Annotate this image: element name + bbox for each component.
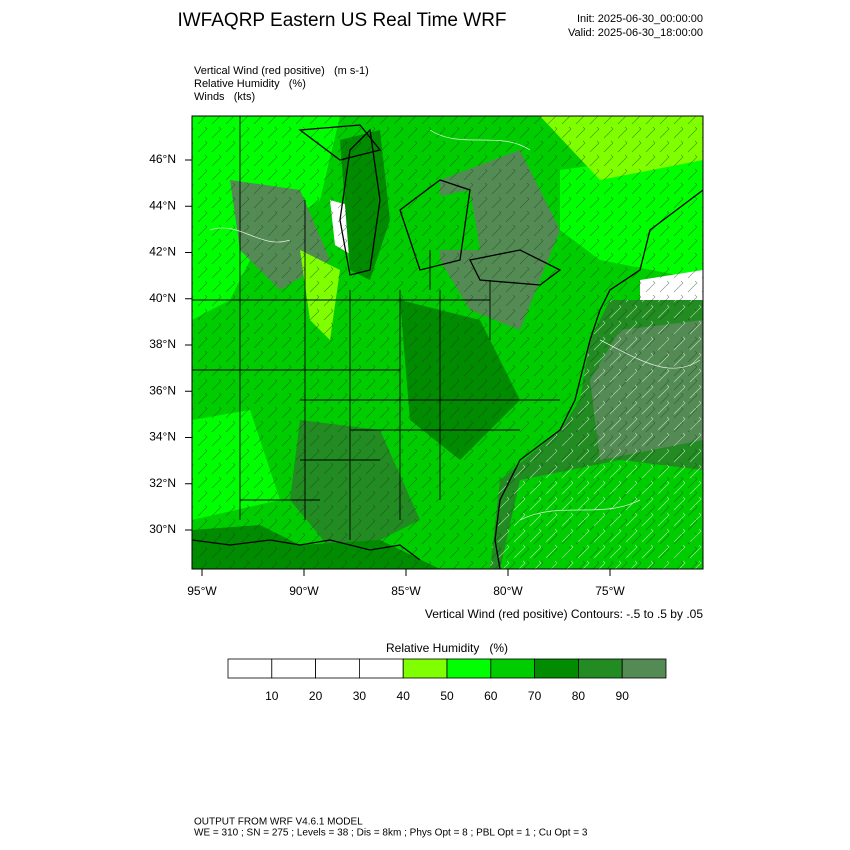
- colorbar-tick-label: 80: [572, 689, 586, 703]
- colorbar-box: [490, 658, 535, 679]
- colorbar-box: [621, 658, 667, 679]
- lat-label: 46°N: [149, 152, 176, 166]
- colorbar-tick-label: 90: [616, 689, 630, 703]
- lat-label: 34°N: [149, 430, 176, 444]
- map-frame: [191, 115, 704, 570]
- lon-label: 85°W: [391, 584, 421, 598]
- footer-line: WE = 310 ; SN = 275 ; Levels = 38 ; Dis …: [194, 828, 588, 839]
- colorbar-tick-label: 50: [440, 689, 454, 703]
- colorbar: 10 20 30 40 50 60 70 80 90: [227, 658, 667, 703]
- colorbar-box: [402, 658, 448, 679]
- colorbar-tick-label: 60: [484, 689, 498, 703]
- lat-label: 44°N: [149, 198, 176, 212]
- map-labels: 46°N 44°N 42°N 40°N 38°N 36°N 34°N 32°N 30°N 95°W…: [149, 152, 625, 598]
- colorbar-title: Relative Humidity (%): [386, 641, 508, 655]
- colorbar-box: [358, 658, 404, 679]
- footer-line: OUTPUT FROM WRF V4.6.1 MODEL: [194, 817, 363, 828]
- lat-label: 30°N: [149, 522, 176, 536]
- colorbar-box: [446, 658, 492, 679]
- title: IWFAQRP Eastern US Real Time WRF: [177, 10, 506, 31]
- field-list: Vertical Wind (red positive) (m s-1)Rela…: [194, 65, 369, 103]
- map: [192, 116, 703, 569]
- colorbar-tick-label: 30: [353, 689, 367, 703]
- lat-label: 38°N: [149, 337, 176, 351]
- field-label: Winds (kts): [194, 91, 255, 103]
- colorbar-box: [315, 658, 360, 679]
- init-time: Init: 2025-06-30_00:00:00: [577, 13, 703, 25]
- lon-label: 95°W: [187, 584, 217, 598]
- colorbar-tick-label: 40: [397, 689, 411, 703]
- lat-label: 32°N: [149, 476, 176, 490]
- field-label: Vertical Wind (red positive) (m s-1): [194, 65, 369, 77]
- lon-label: 80°W: [493, 584, 523, 598]
- colorbar-tick-label: 10: [265, 689, 279, 703]
- lon-label: 75°W: [595, 584, 625, 598]
- valid-time: Valid: 2025-06-30_18:00:00: [568, 27, 703, 39]
- contour-note: Vertical Wind (red positive) Contours: -…: [425, 607, 703, 621]
- colorbar-tick-label: 20: [309, 689, 323, 703]
- lat-label: 36°N: [149, 383, 176, 397]
- lon-label: 90°W: [289, 584, 319, 598]
- colorbar-tick-label: 70: [528, 689, 542, 703]
- field-label: Relative Humidity (%): [194, 78, 306, 90]
- colorbar-box: [534, 658, 579, 679]
- colorbar-box: [271, 658, 316, 679]
- lat-label: 42°N: [149, 245, 176, 259]
- colorbar-box: [227, 658, 273, 679]
- lat-label: 40°N: [149, 291, 176, 305]
- colorbar-box: [578, 658, 623, 679]
